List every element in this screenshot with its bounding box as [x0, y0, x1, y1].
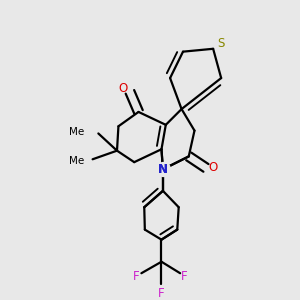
Text: N: N — [158, 163, 168, 176]
Text: F: F — [133, 270, 140, 283]
Text: O: O — [118, 82, 128, 95]
Text: Me: Me — [69, 127, 84, 137]
Text: F: F — [181, 270, 188, 283]
Text: O: O — [208, 161, 217, 174]
Text: S: S — [218, 37, 225, 50]
Text: N: N — [158, 163, 168, 176]
Text: F: F — [158, 287, 165, 300]
Text: Me: Me — [69, 156, 84, 166]
